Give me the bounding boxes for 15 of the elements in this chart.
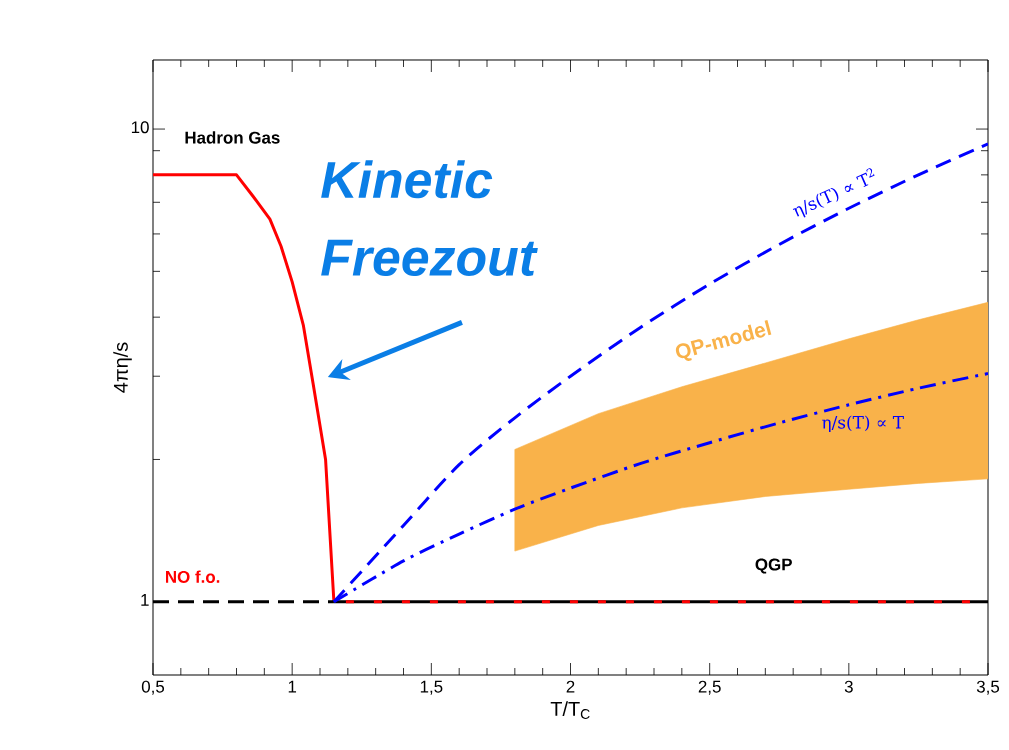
annotation: NO f.o. <box>166 570 220 583</box>
x-tick-label: 2 <box>566 680 575 693</box>
annotation: Hadron Gas <box>185 131 280 144</box>
x-tick-label: 2,5 <box>698 680 721 695</box>
x-tick-label: 1 <box>288 680 297 693</box>
y-axis-title: 4πη/s <box>113 342 132 393</box>
x-axis-title: T/T$_{C}$ <box>550 701 590 719</box>
x-tick-label: 1,5 <box>420 680 443 695</box>
annotation: QGP <box>755 558 792 574</box>
x-tick-label: 3 <box>844 680 853 693</box>
annotation: Kinetic Freezout <box>321 160 538 276</box>
x-tick-label: 0,5 <box>141 680 165 695</box>
y-tick-label: 10 <box>131 121 149 134</box>
series-label: η/s(T) ∝ T <box>822 415 904 432</box>
x-tick-label: 3,5 <box>976 680 1000 695</box>
